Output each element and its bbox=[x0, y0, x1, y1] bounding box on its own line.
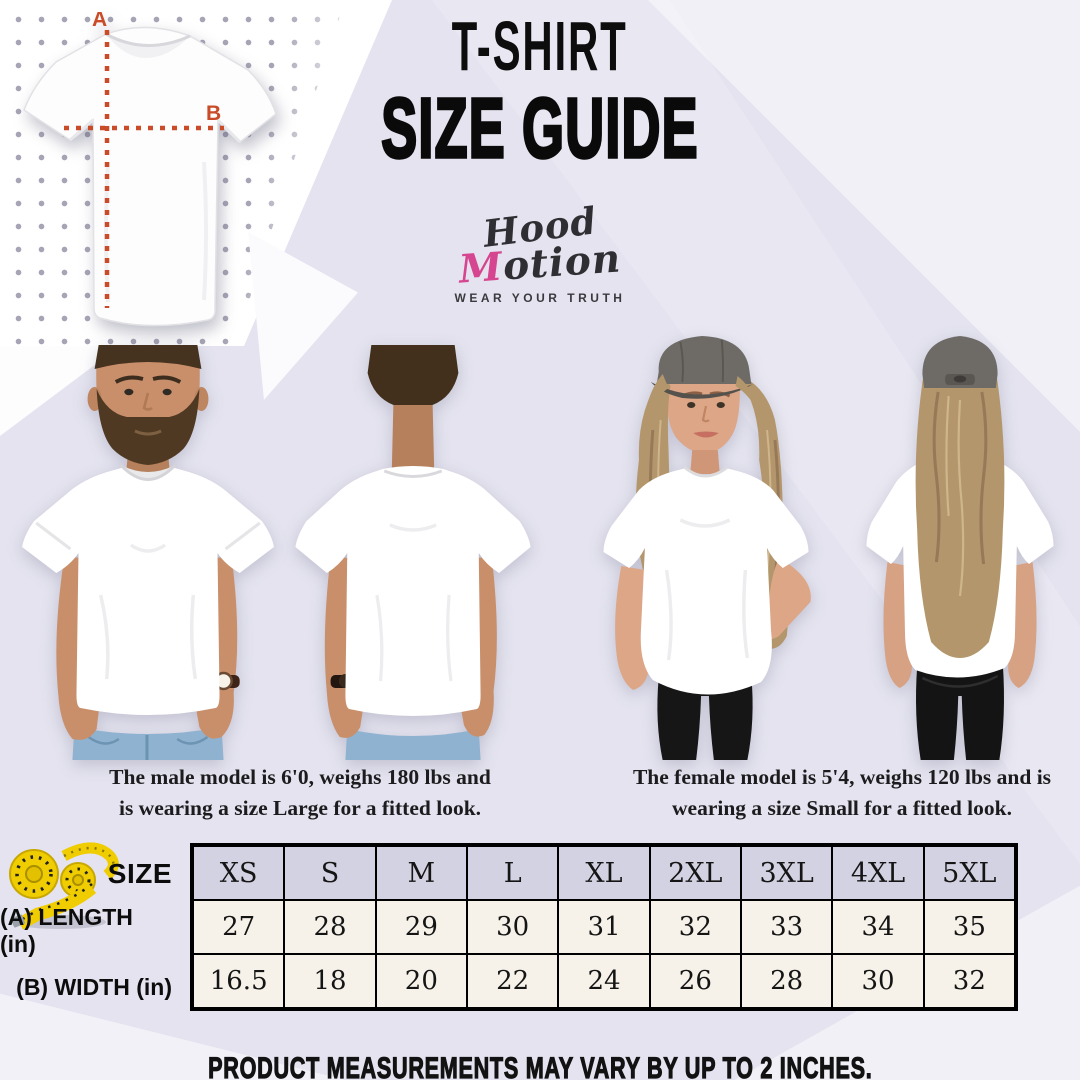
male-beard bbox=[96, 389, 200, 465]
size-header: 4XL bbox=[832, 846, 924, 900]
male-hair bbox=[94, 345, 202, 369]
female-model-back-photo bbox=[866, 336, 1054, 760]
footer-disclaimer: PRODUCT MEASUREMENTS MAY VARY BY UP TO 2… bbox=[0, 1051, 1080, 1080]
female-model-front-photo bbox=[603, 336, 811, 760]
measure-label-a: A bbox=[92, 12, 107, 31]
length-value: 29 bbox=[375, 900, 467, 954]
female-back-hair bbox=[915, 359, 1005, 658]
length-value: 32 bbox=[649, 900, 741, 954]
logo-initial: M bbox=[457, 243, 505, 293]
width-value: 24 bbox=[558, 954, 650, 1008]
female-right-arm-akimbo bbox=[757, 558, 811, 640]
width-value: 16.5 bbox=[193, 954, 285, 1008]
male-back-jeans bbox=[345, 729, 481, 760]
row-label-width: (B) WIDTH (in) bbox=[16, 974, 172, 1000]
measuring-tape-icon bbox=[9, 842, 119, 930]
length-value: 33 bbox=[741, 900, 833, 954]
cap-strap-hole bbox=[953, 375, 967, 383]
female-cap-brim bbox=[650, 382, 754, 399]
female-left-arm bbox=[615, 566, 649, 690]
width-value: 30 bbox=[832, 954, 924, 1008]
row-label-size: SIZE bbox=[107, 857, 172, 889]
length-value: 31 bbox=[558, 900, 650, 954]
footer-note-text: PRODUCT MEASUREMENTS MAY VARY BY UP TO 2… bbox=[207, 1051, 873, 1080]
female-model-caption: The female model is 5'4, weighs 120 lbs … bbox=[600, 762, 1080, 823]
male-model-back-photo bbox=[295, 345, 531, 760]
width-value: 32 bbox=[923, 954, 1015, 1008]
female-back-cap bbox=[922, 336, 998, 388]
male-back-tshirt bbox=[295, 466, 531, 716]
male-back-hair bbox=[367, 345, 459, 405]
measure-label-b: B bbox=[206, 102, 221, 125]
row-label-length: (A) LENGTH (in) bbox=[0, 903, 133, 957]
tshirt-measurement-diagram: A B bbox=[23, 12, 277, 327]
size-header: XL bbox=[558, 846, 650, 900]
width-value: 28 bbox=[741, 954, 833, 1008]
width-value: 26 bbox=[649, 954, 741, 1008]
female-caption-line2: wearing a size Small for a fitted look. bbox=[672, 795, 1012, 820]
female-back-pants bbox=[916, 664, 1004, 760]
female-caption-line1: The female model is 5'4, weighs 120 lbs … bbox=[632, 765, 1052, 789]
length-value: 35 bbox=[923, 900, 1015, 954]
female-cap bbox=[656, 336, 752, 384]
size-table: XS S M L XL 2XL 3XL 4XL 5XL 27 28 29 30 … bbox=[190, 843, 1018, 1011]
size-table-row-labels: SIZE (A) LENGTH (in) (B) WIDTH (in) bbox=[0, 845, 184, 1016]
male-model-front-photo bbox=[22, 345, 274, 760]
length-value: 34 bbox=[832, 900, 924, 954]
logo-tagline: WEAR YOUR TRUTH bbox=[454, 291, 626, 305]
size-table-grid: XS S M L XL 2XL 3XL 4XL 5XL 27 28 29 30 … bbox=[193, 846, 1015, 1008]
logo-word2-rest: otion bbox=[501, 235, 623, 290]
size-header: XS bbox=[193, 846, 285, 900]
width-value: 22 bbox=[467, 954, 559, 1008]
title-line2: SIZE GUIDE bbox=[380, 79, 699, 177]
width-value: 20 bbox=[375, 954, 467, 1008]
male-model-caption: The male model is 6'0, weighs 180 lbs an… bbox=[58, 762, 542, 823]
male-caption-line2: is wearing a size Large for a fitted loo… bbox=[118, 795, 482, 820]
size-header: L bbox=[467, 846, 559, 900]
length-value: 27 bbox=[193, 900, 285, 954]
female-leggings bbox=[657, 676, 753, 760]
size-header: 3XL bbox=[741, 846, 833, 900]
size-header: 2XL bbox=[649, 846, 741, 900]
title-line1: T-SHIRT bbox=[452, 7, 628, 85]
size-header: S bbox=[284, 846, 376, 900]
page-title: T-SHIRT SIZE GUIDE bbox=[0, 6, 1080, 177]
male-caption-line1: The male model is 6'0, weighs 180 lbs an… bbox=[109, 765, 491, 789]
size-header: M bbox=[375, 846, 467, 900]
length-value: 30 bbox=[467, 900, 559, 954]
male-front-tshirt bbox=[22, 467, 274, 715]
width-value: 18 bbox=[284, 954, 376, 1008]
size-header: 5XL bbox=[923, 846, 1015, 900]
length-value: 28 bbox=[284, 900, 376, 954]
female-front-tshirt bbox=[603, 468, 809, 695]
brand-logo: Hood Motion WEAR YOUR TRUTH bbox=[0, 198, 1080, 305]
